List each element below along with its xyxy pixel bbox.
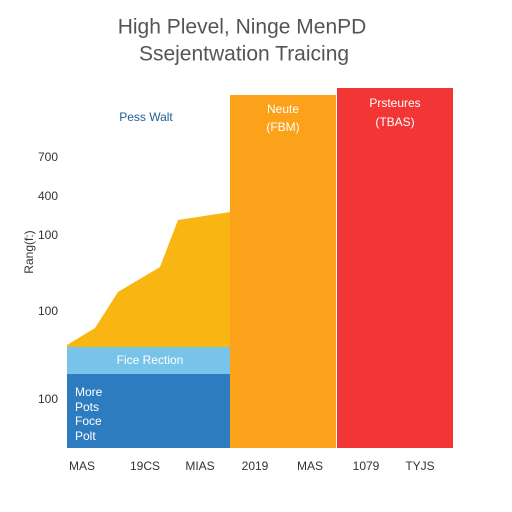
red-title: Prsteures xyxy=(369,96,420,110)
red-subtitle: (TBAS) xyxy=(375,115,414,129)
orange-title: Neute xyxy=(267,102,299,116)
red-block xyxy=(337,88,453,448)
x-tick-label: MAS xyxy=(297,459,323,473)
band-label: Fice Rection xyxy=(117,353,184,367)
y-tick-label: 100 xyxy=(38,392,58,406)
y-tick-label: 700 xyxy=(38,150,58,164)
light-blue-band xyxy=(67,347,230,374)
x-tick-label: MAS xyxy=(69,459,95,473)
x-tick-label: 1079 xyxy=(353,459,380,473)
subtitle: Ssejentwation Traicing xyxy=(139,43,349,66)
y-axis-label: Rang(f:) xyxy=(22,230,36,273)
blue-line: Foce xyxy=(75,414,102,428)
x-tick-label: 19CS xyxy=(130,459,160,473)
y-tick-label: 100 xyxy=(38,228,58,242)
orange-subtitle: (FBM) xyxy=(266,120,299,134)
blue-block xyxy=(67,374,230,448)
blue-line: Polt xyxy=(75,429,96,443)
blue-line: More xyxy=(75,385,103,399)
area-label: Pess Walt xyxy=(119,110,173,124)
orange-block xyxy=(230,95,336,448)
title: High Plevel, Ninge MenPD xyxy=(118,16,367,39)
y-tick-label: 100 xyxy=(38,304,58,318)
x-tick-label: MIAS xyxy=(185,459,214,473)
y-tick-label: 400 xyxy=(38,189,58,203)
x-tick-label: 2019 xyxy=(242,459,269,473)
x-tick-label: TYJS xyxy=(405,459,434,473)
blue-line: Pots xyxy=(75,400,99,414)
